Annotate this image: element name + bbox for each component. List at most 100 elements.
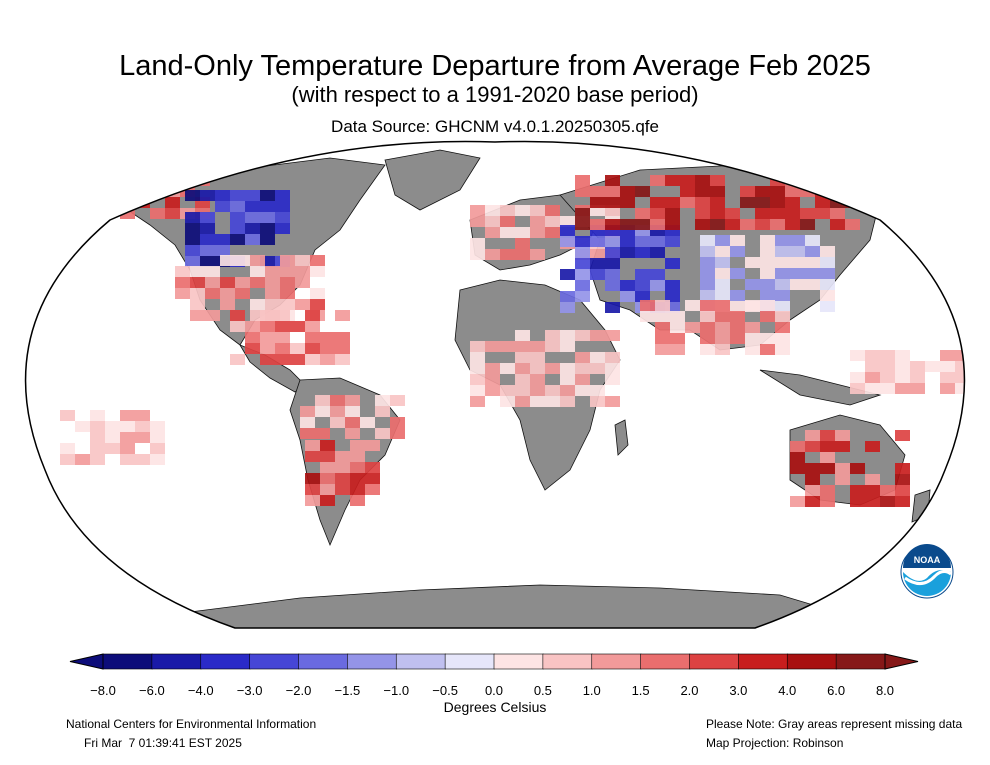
anomaly-cell: [820, 452, 835, 463]
anomaly-cell: [770, 219, 785, 230]
anomaly-cell: [730, 290, 745, 301]
anomaly-cell: [760, 235, 775, 246]
anomaly-cell: [955, 383, 965, 394]
anomaly-cell: [485, 374, 500, 385]
anomaly-cell: [805, 257, 820, 268]
anomaly-cell: [895, 485, 910, 496]
anomaly-cell: [305, 354, 320, 365]
anomaly-cell: [650, 236, 665, 247]
anomaly-cell: [895, 372, 910, 383]
anomaly-cell: [775, 268, 790, 279]
anomaly-cell: [715, 257, 730, 268]
anomaly-cell: [135, 432, 150, 443]
anomaly-cell: [560, 225, 575, 236]
anomaly-cell: [820, 441, 835, 452]
anomaly-cell: [775, 344, 790, 355]
anomaly-cell: [290, 321, 305, 332]
anomaly-cell: [620, 236, 635, 247]
anomaly-cell: [880, 383, 895, 394]
anomaly-cell: [575, 269, 590, 280]
anomaly-cell: [260, 354, 275, 365]
anomaly-cell: [910, 383, 925, 394]
anomaly-cell: [775, 290, 790, 301]
anomaly-cell: [820, 246, 835, 257]
anomaly-cell: [545, 363, 560, 374]
color-bar-tick-label: 2.0: [680, 683, 699, 698]
anomaly-cell: [320, 484, 335, 495]
anomaly-cell: [560, 330, 575, 341]
anomaly-cell: [620, 197, 635, 208]
anomaly-cell: [245, 332, 260, 343]
anomaly-cell: [350, 495, 365, 506]
anomaly-cell: [620, 225, 635, 236]
anomaly-cell: [620, 291, 635, 302]
anomaly-cell: [760, 290, 775, 301]
anomaly-cell: [820, 290, 835, 301]
anomaly-cell: [485, 249, 500, 260]
anomaly-cell: [530, 227, 545, 238]
anomaly-cell: [295, 266, 310, 277]
anomaly-cell: [175, 277, 190, 288]
anomaly-cell: [220, 288, 235, 299]
color-bar-tick-label: 1.5: [631, 683, 650, 698]
anomaly-cell: [120, 454, 135, 465]
anomaly-cell: [760, 257, 775, 268]
anomaly-cell: [305, 332, 320, 343]
anomaly-cell: [820, 257, 835, 268]
anomaly-cell: [470, 352, 485, 363]
anomaly-cell: [835, 463, 850, 474]
anomaly-cell: [280, 255, 295, 266]
anomaly-cell: [105, 421, 120, 432]
anomaly-cell: [265, 277, 280, 288]
anomaly-cell: [315, 395, 330, 406]
anomaly-cell: [715, 300, 730, 311]
anomaly-cell: [605, 225, 620, 236]
anomaly-cell: [880, 361, 895, 372]
anomaly-cell: [805, 441, 820, 452]
anomaly-cell: [760, 311, 775, 322]
anomaly-cell: [865, 474, 880, 485]
anomaly-cell: [310, 299, 325, 310]
anomaly-cell: [260, 321, 275, 332]
anomaly-cell: [715, 344, 730, 355]
anomaly-cell: [895, 430, 910, 441]
anomaly-cell: [635, 219, 650, 230]
anomaly-cell: [605, 280, 620, 291]
anomaly-cell: [715, 311, 730, 322]
anomaly-cell: [605, 330, 620, 341]
anomaly-cell: [390, 428, 405, 439]
anomaly-cell: [470, 396, 485, 407]
anomaly-cell: [375, 428, 390, 439]
anomaly-cell: [90, 421, 105, 432]
anomaly-cell: [670, 322, 685, 333]
anomaly-cell: [590, 197, 605, 208]
anomaly-cell: [575, 247, 590, 258]
anomaly-cell: [150, 432, 165, 443]
anomaly-cell: [560, 291, 575, 302]
anomaly-cell: [790, 441, 805, 452]
anomaly-cell: [745, 344, 760, 355]
anomaly-cell: [260, 223, 275, 234]
anomaly-cell: [470, 238, 485, 249]
anomaly-cell: [245, 234, 260, 245]
anomaly-cell: [575, 291, 590, 302]
anomaly-cell: [575, 219, 590, 230]
anomaly-cell: [665, 302, 680, 313]
anomaly-cell: [190, 310, 205, 321]
anomaly-cell: [335, 343, 350, 354]
anomaly-cell: [190, 266, 205, 277]
anomaly-cell: [280, 299, 295, 310]
anomaly-cell: [605, 247, 620, 258]
anomaly-cell: [605, 374, 620, 385]
anomaly-cell: [205, 266, 220, 277]
anomaly-cell: [320, 332, 335, 343]
anomaly-cell: [725, 208, 740, 219]
anomaly-cell: [365, 462, 380, 473]
anomaly-cell: [665, 258, 680, 269]
anomaly-cell: [245, 190, 260, 201]
anomaly-cell: [575, 363, 590, 374]
anomaly-cell: [245, 343, 260, 354]
anomaly-cell: [665, 197, 680, 208]
anomaly-cell: [590, 396, 605, 407]
